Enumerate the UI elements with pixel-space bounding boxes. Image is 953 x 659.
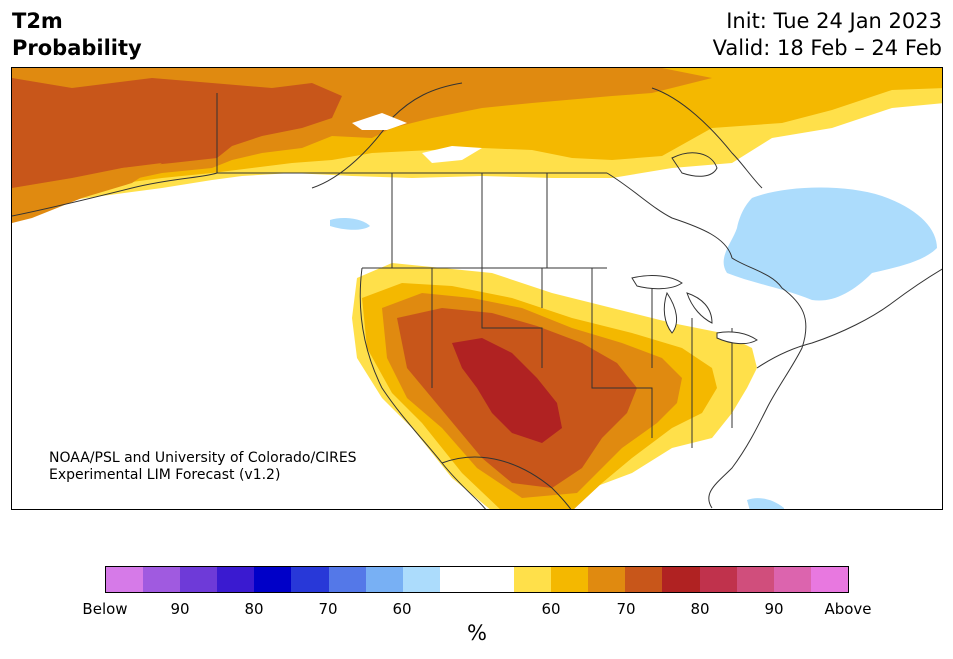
region-north-rust	[12, 78, 342, 198]
map-borders	[12, 82, 942, 509]
colorbar-cell	[736, 567, 774, 592]
colorbar-cell	[551, 567, 589, 592]
colorbar-cell	[773, 567, 811, 592]
colorbar-unit: %	[467, 621, 487, 645]
colorbar-cell	[254, 567, 292, 592]
colorbar-cell	[365, 567, 403, 592]
colorbar-cell	[217, 567, 255, 592]
great-lakes	[631, 275, 758, 345]
colorbar-cell	[476, 567, 515, 592]
region-florida-blue	[747, 498, 784, 509]
colorbar-tick-label: 80	[244, 600, 264, 618]
colorbar-tick-label: 60	[392, 600, 412, 618]
colorbar-tick-label: 90	[764, 600, 784, 618]
quantity-label: Probability	[12, 36, 142, 60]
probability-colorbar	[105, 566, 849, 593]
valid-range: Valid: 18 Feb – 24 Feb	[712, 36, 942, 60]
forecast-map	[11, 67, 943, 510]
colorbar-cell	[699, 567, 737, 592]
variable-label: T2m	[12, 9, 63, 33]
credit-line-1: NOAA/PSL and University of Colorado/CIRE…	[49, 450, 357, 466]
map-title: T2m Probability	[12, 8, 142, 62]
region-south-red	[452, 338, 562, 443]
colorbar-tick-label: 70	[318, 600, 338, 618]
colorbar-cell	[328, 567, 366, 592]
colorbar-tick-label: Above	[824, 600, 872, 618]
region-east-canada-blue	[723, 187, 937, 301]
colorbar-cell	[180, 567, 218, 592]
colorbar-cell	[143, 567, 181, 592]
canada-lake-1	[352, 113, 407, 130]
init-date: Init: Tue 24 Jan 2023	[726, 9, 942, 33]
colorbar-tick-label: Below	[82, 600, 128, 618]
colorbar-tick-label: 90	[170, 600, 190, 618]
colorbar-tick-label: 70	[616, 600, 636, 618]
colorbar-cell	[588, 567, 626, 592]
colorbar-cell	[106, 567, 144, 592]
canada-lake-2	[422, 146, 482, 163]
colorbar-cell	[625, 567, 663, 592]
colorbar-cell	[439, 567, 477, 592]
colorbar-cell	[402, 567, 440, 592]
colorbar-tick-label: 80	[690, 600, 710, 618]
credit-text: NOAA/PSL and University of Colorado/CIRE…	[49, 450, 357, 484]
credit-line-2: Experimental LIM Forecast (v1.2)	[49, 467, 281, 483]
colorbar-cell	[810, 567, 848, 592]
colorbar-tick-label: 60	[541, 600, 561, 618]
colorbar-cell	[662, 567, 700, 592]
colorbar-cell	[514, 567, 552, 592]
colorbar-cell	[291, 567, 329, 592]
region-west-canada-blue	[330, 218, 370, 230]
forecast-dates: Init: Tue 24 Jan 2023 Valid: 18 Feb – 24…	[713, 8, 942, 62]
